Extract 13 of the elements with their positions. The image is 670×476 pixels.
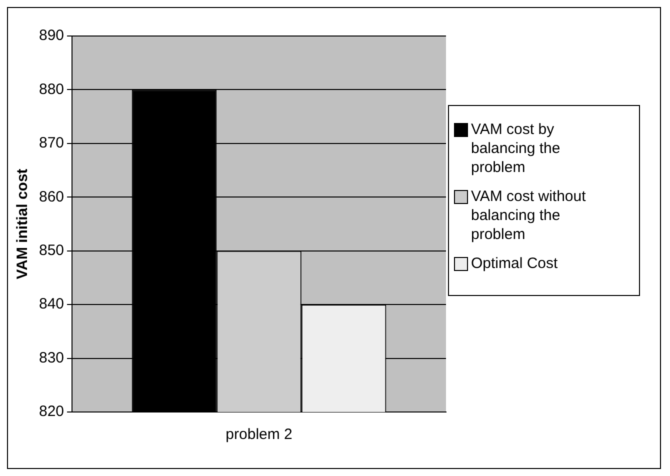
x-tick-label: problem 2 [226,426,292,444]
y-tick-label: 850 [38,242,64,259]
y-tick-label: 880 [38,80,64,98]
y-tick-label: 860 [38,188,64,206]
y-axis-title: VAM initial cost [14,168,32,280]
legend-label: VAM cost without balancing the problem [471,187,587,244]
legend-label: VAM cost by balancing the problem [471,120,562,177]
y-tick-label: 870 [38,134,64,152]
legend-label: Optimal Cost [471,254,558,273]
y-tick-label: 890 [38,27,64,44]
y-tick-label: 840 [38,296,64,313]
y-tick-label: 820 [38,403,64,420]
y-tick-label: 830 [38,349,64,366]
